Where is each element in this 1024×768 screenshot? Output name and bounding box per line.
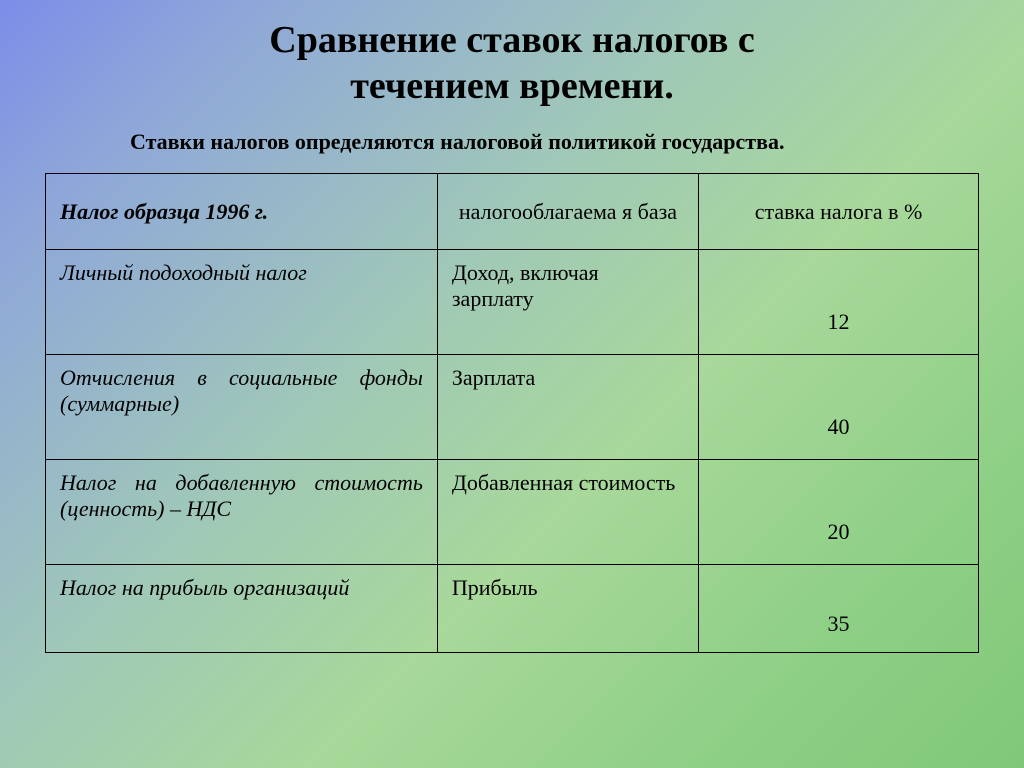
table-container: Налог образца 1996 г. налогооблагаема я … xyxy=(0,173,1024,653)
subtitle: Ставки налогов определяются налоговой по… xyxy=(0,109,1024,173)
table-row: Отчисления в социальные фонды (суммарные… xyxy=(46,355,979,460)
cell-base: Прибыль xyxy=(437,565,698,653)
cell-base: Добавленная стоимость xyxy=(437,460,698,565)
table-row: Налог на добавленную стоимость (ценность… xyxy=(46,460,979,565)
cell-tax: Налог на добавленную стоимость (ценность… xyxy=(46,460,438,565)
cell-tax: Отчисления в социальные фонды (суммарные… xyxy=(46,355,438,460)
table-row: Налог на прибыль организаций Прибыль 35 xyxy=(46,565,979,653)
cell-rate: 12 xyxy=(699,250,979,355)
title-line-1: Сравнение ставок налогов с xyxy=(269,19,754,61)
cell-tax: Налог на прибыль организаций xyxy=(46,565,438,653)
cell-base: Зарплата xyxy=(437,355,698,460)
page-title: Сравнение ставок налогов с течением врем… xyxy=(0,0,1024,109)
header-tax: Налог образца 1996 г. xyxy=(46,174,438,250)
cell-rate: 20 xyxy=(699,460,979,565)
header-base: налогооблагаема я база xyxy=(437,174,698,250)
header-rate: ставка налога в % xyxy=(699,174,979,250)
title-line-2: течением времени. xyxy=(350,65,673,107)
cell-tax: Личный подоходный налог xyxy=(46,250,438,355)
cell-rate: 40 xyxy=(699,355,979,460)
table-row: Личный подоходный налог Доход, включая з… xyxy=(46,250,979,355)
cell-base: Доход, включая зарплату xyxy=(437,250,698,355)
tax-table: Налог образца 1996 г. налогооблагаема я … xyxy=(45,173,979,653)
table-header-row: Налог образца 1996 г. налогооблагаема я … xyxy=(46,174,979,250)
cell-rate: 35 xyxy=(699,565,979,653)
